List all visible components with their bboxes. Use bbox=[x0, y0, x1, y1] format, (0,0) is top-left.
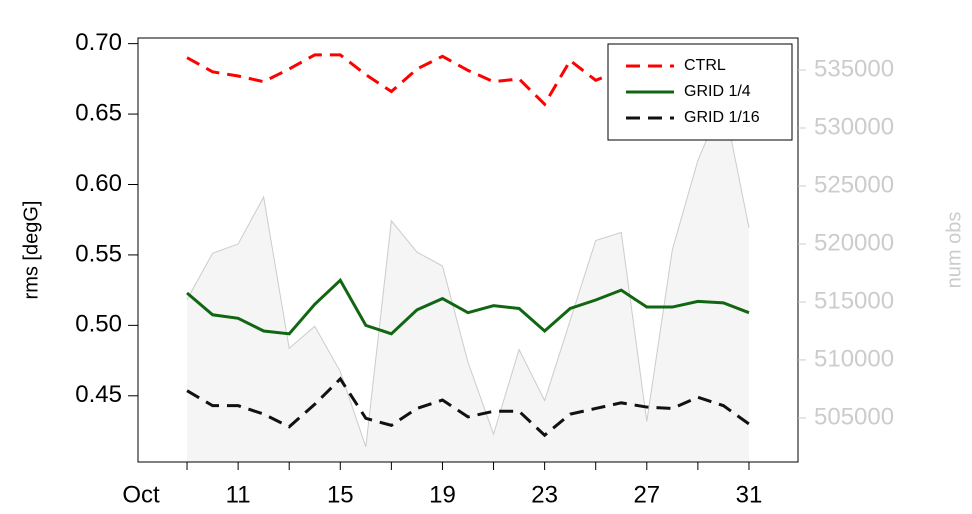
y2-tick-label: 505000 bbox=[814, 403, 894, 430]
legend-label: CTRL bbox=[684, 57, 726, 74]
x-tick-label: 19 bbox=[429, 481, 456, 508]
line bbox=[186, 376, 750, 438]
x-tick-label: Oct bbox=[122, 481, 160, 508]
y-tick-label: 0.60 bbox=[75, 170, 122, 197]
y2-tick-label: 520000 bbox=[814, 229, 894, 256]
plot-frame bbox=[137, 37, 799, 463]
area bbox=[187, 100, 749, 462]
y-tick-label: 0.55 bbox=[75, 240, 122, 267]
y2-tick-label: 525000 bbox=[814, 171, 894, 198]
x-tick-label: 31 bbox=[736, 481, 763, 508]
y-tick-label: 0.65 bbox=[75, 99, 122, 126]
y-tick-label: 0.50 bbox=[75, 311, 122, 338]
legend-label: GRID 1/4 bbox=[684, 83, 751, 100]
legend-label: GRID 1/16 bbox=[684, 109, 760, 126]
x-tick-label: 15 bbox=[327, 481, 354, 508]
y2-tick-label: 530000 bbox=[814, 113, 894, 140]
y2-tick-label: 535000 bbox=[814, 55, 894, 82]
y2-tick-label: 515000 bbox=[814, 287, 894, 314]
line bbox=[186, 277, 750, 336]
y2-axis-label: num obs bbox=[943, 212, 965, 289]
x-tick-label: 11 bbox=[226, 481, 251, 508]
area-line bbox=[186, 98, 750, 448]
y2-tick-label: 510000 bbox=[814, 345, 894, 372]
x-tick-label: 27 bbox=[633, 481, 660, 508]
y-tick-label: 0.70 bbox=[75, 29, 122, 56]
y-axis-label: rms [degG] bbox=[20, 201, 42, 300]
x-tick-label: 23 bbox=[531, 481, 558, 508]
y-tick-label: 0.45 bbox=[75, 381, 122, 408]
